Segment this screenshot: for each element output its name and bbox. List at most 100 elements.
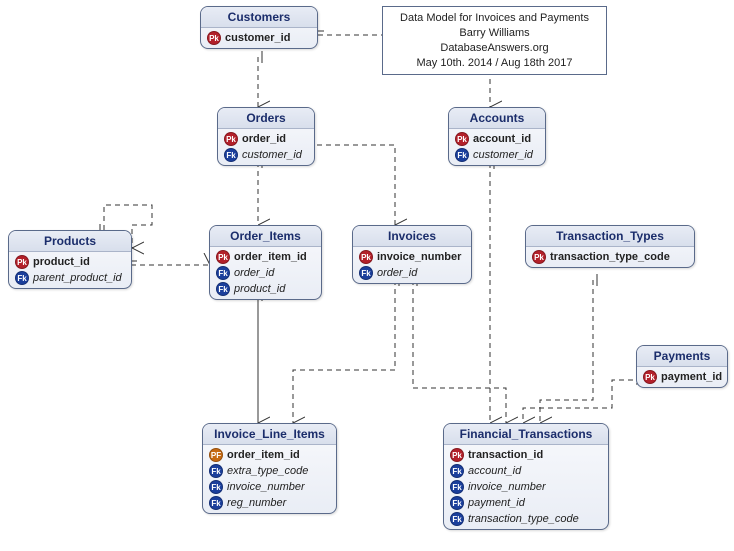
entity-header: Transaction_Types (526, 226, 694, 247)
entity-body: Pk customer_id (201, 28, 317, 48)
attribute-label: customer_id (242, 149, 302, 161)
attribute-label: product_id (33, 256, 90, 268)
entity-body: Pk invoice_number Fk order_id (353, 247, 471, 283)
entity-header: Accounts (449, 108, 545, 129)
pk-badge: Pk (455, 132, 469, 146)
entity-header: Order_Items (210, 226, 321, 247)
pf-badge: PF (209, 448, 223, 462)
entity-header: Invoice_Line_Items (203, 424, 336, 445)
attribute-row: Pk order_id (218, 131, 314, 147)
attribute-row: Fk extra_type_code (203, 463, 336, 479)
fk-badge: Fk (455, 148, 469, 162)
attribute-row: Fk product_id (210, 281, 321, 297)
entity-body: PF order_item_id Fk extra_type_code Fk invoic… (203, 445, 336, 513)
attribute-row: Fk order_id (353, 265, 471, 281)
attribute-label: payment_id (468, 497, 525, 509)
pk-badge: Pk (643, 370, 657, 384)
attribute-row: Fk parent_product_id (9, 270, 131, 286)
attribute-label: extra_type_code (227, 465, 308, 477)
entity-body: Pk transaction_type_code (526, 247, 694, 267)
entity-body: Pk order_id Fk customer_id (218, 129, 314, 165)
attribute-label: transaction_type_code (468, 513, 579, 525)
attribute-row: Pk product_id (9, 254, 131, 270)
entity-header: Products (9, 231, 131, 252)
diagram-title-box: Data Model for Invoices and Payments Bar… (382, 6, 607, 75)
entity-header: Customers (201, 7, 317, 28)
attribute-row: Pk transaction_id (444, 447, 608, 463)
pk-badge: Pk (207, 31, 221, 45)
entity-body: Pk payment_id (637, 367, 727, 387)
info-line-1: Data Model for Invoices and Payments (391, 11, 598, 26)
fk-badge: Fk (450, 464, 464, 478)
fk-badge: Fk (450, 480, 464, 494)
pk-badge: Pk (450, 448, 464, 462)
entity-financial_transactions: Financial_Transactions Pk transaction_id F… (443, 423, 609, 530)
info-line-3: DatabaseAnswers.org (391, 41, 598, 56)
pk-badge: Pk (532, 250, 546, 264)
attribute-label: customer_id (225, 32, 290, 44)
attribute-label: product_id (234, 283, 285, 295)
attribute-label: payment_id (661, 371, 722, 383)
entity-body: Pk transaction_id Fk account_id Fk invoice_nu… (444, 445, 608, 529)
attribute-row: Fk account_id (444, 463, 608, 479)
attribute-label: order_id (377, 267, 417, 279)
info-line-4: May 10th. 2014 / Aug 18th 2017 (391, 56, 598, 71)
attribute-label: customer_id (473, 149, 533, 161)
attribute-label: transaction_id (468, 449, 543, 461)
fk-badge: Fk (450, 496, 464, 510)
pk-badge: Pk (224, 132, 238, 146)
entity-header: Invoices (353, 226, 471, 247)
fk-badge: Fk (209, 480, 223, 494)
entity-body: Pk product_id Fk parent_product_id (9, 252, 131, 288)
attribute-label: account_id (468, 465, 521, 477)
entity-order_items: Order_Items Pk order_item_id Fkorder_idFkp… (209, 225, 322, 300)
entity-body: Pk order_item_id Fkorder_idFk product_id (210, 247, 321, 299)
pk-badge: Pk (216, 250, 230, 264)
fk-badge: Fk (359, 266, 373, 280)
attribute-row: Pk payment_id (637, 369, 727, 385)
entity-header: Financial_Transactions (444, 424, 608, 445)
fk-badge: Fk (224, 148, 238, 162)
attribute-label: invoice_number (227, 481, 305, 493)
attribute-label: parent_product_id (33, 272, 122, 284)
attribute-row: Fk customer_id (218, 147, 314, 163)
attribute-row: Pk transaction_type_code (526, 249, 694, 265)
attribute-row: Pk customer_id (201, 30, 317, 46)
entity-accounts: Accounts Pkaccount_idFkcustomer_id (448, 107, 546, 166)
entity-invoices: Invoices Pk invoice_number Fk order_id (352, 225, 472, 284)
attribute-label: transaction_type_code (550, 251, 670, 263)
fk-badge: Fk (15, 271, 29, 285)
attribute-row: Pk order_item_id (210, 249, 321, 265)
er-diagram-canvas: Data Model for Invoices and Payments Bar… (0, 0, 734, 551)
entity-products: Products Pk product_id Fk parent_product_id (8, 230, 132, 289)
entity-header: Payments (637, 346, 727, 367)
entity-orders: Orders Pk order_id Fk customer_id (217, 107, 315, 166)
attribute-row: Fkorder_id (210, 265, 321, 281)
attribute-row: Fk invoice_number (203, 479, 336, 495)
entity-payments: Payments Pk payment_id (636, 345, 728, 388)
entity-invoice_line_items: Invoice_Line_Items PForder_item_idFkextr… (202, 423, 337, 514)
attribute-row: Fk transaction_type_code (444, 511, 608, 527)
attribute-label: invoice_number (468, 481, 546, 493)
fk-badge: Fk (450, 512, 464, 526)
attribute-row: Fk payment_id (444, 495, 608, 511)
entity-transaction_types: Transaction_Types Pk transaction_type_cod… (525, 225, 695, 268)
pk-badge: Pk (359, 250, 373, 264)
attribute-label: order_item_id (227, 449, 300, 461)
fk-badge: Fk (209, 464, 223, 478)
attribute-label: order_id (242, 133, 286, 145)
attribute-label: order_item_id (234, 251, 307, 263)
pk-badge: Pk (15, 255, 29, 269)
attribute-row: PF order_item_id (203, 447, 336, 463)
attribute-label: invoice_number (377, 251, 461, 263)
entity-header: Orders (218, 108, 314, 129)
attribute-row: Fk invoice_number (444, 479, 608, 495)
attribute-row: Fk reg_number (203, 495, 336, 511)
entity-body: Pkaccount_idFkcustomer_id (449, 129, 545, 165)
attribute-label: order_id (234, 267, 274, 279)
attribute-row: Fk customer_id (449, 147, 545, 163)
fk-badge: Fk (216, 282, 230, 296)
fk-badge: Fk (209, 496, 223, 510)
attribute-label: reg_number (227, 497, 286, 509)
attribute-row: Pk invoice_number (353, 249, 471, 265)
